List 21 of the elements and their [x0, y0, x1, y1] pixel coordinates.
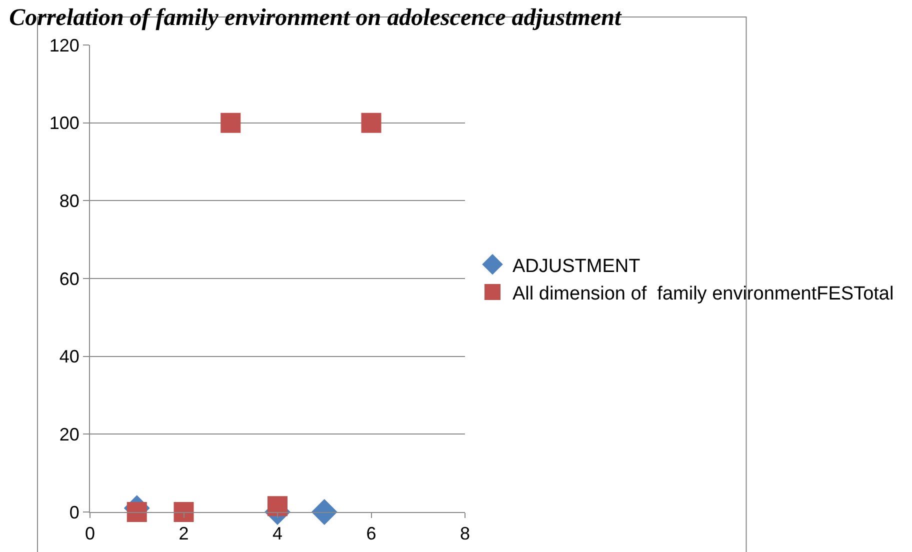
point	[268, 496, 288, 516]
y-tick-label: 60	[59, 268, 80, 289]
y-tick-label: 120	[49, 35, 80, 56]
x-tick-label: 4	[272, 524, 283, 544]
point	[220, 112, 241, 133]
y-tick-label: 0	[69, 502, 80, 522]
y-tick-label: 80	[59, 190, 80, 211]
y-tick-label: 20	[59, 424, 80, 444]
chart-title: Correlation of family environment on adolescence adjustment	[9, 5, 622, 32]
x-tick-label: 6	[366, 524, 376, 544]
legend-label: All dimension of family environmentFESTotal	[512, 283, 894, 304]
y-tick-label: 40	[59, 346, 80, 367]
x-tick-label: 2	[178, 524, 189, 544]
y-tick-label: 100	[49, 113, 80, 134]
point	[311, 499, 338, 525]
point	[126, 502, 147, 522]
point	[361, 112, 382, 133]
x-tick-label: 8	[460, 524, 470, 544]
x-tick-label: 0	[84, 524, 96, 544]
legend-label: ADJUSTMENT	[512, 256, 641, 277]
point	[174, 502, 194, 522]
